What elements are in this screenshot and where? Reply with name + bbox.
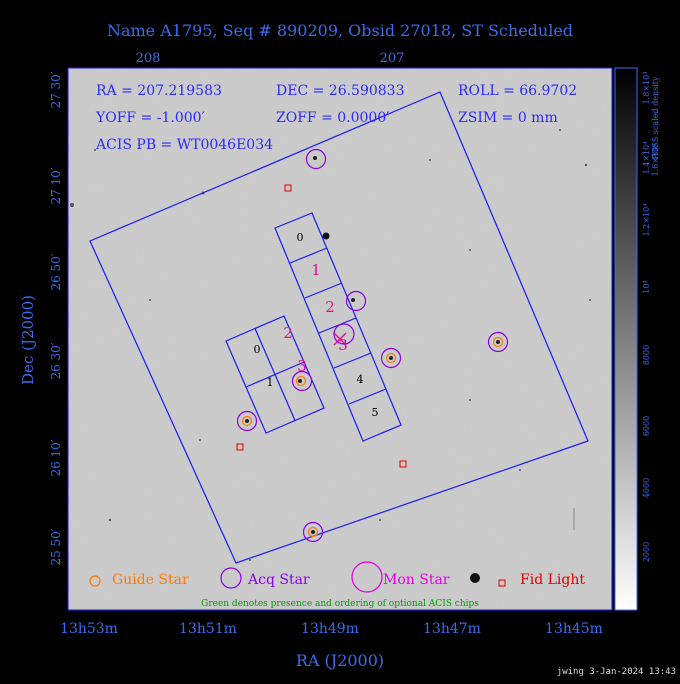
acq-star-marker: [380, 347, 402, 369]
footer-stamp: jwing 3-Jan-2024 13:43: [557, 667, 676, 677]
info-block: RA = 207.219583 DEC = 26.590833 ROLL = 6…: [95, 83, 577, 153]
ra-tick-label: 13h49m: [301, 621, 359, 637]
chip-s-label: 2: [325, 298, 335, 316]
dec-value: DEC = 26.590833: [276, 83, 405, 99]
legend-guide-label: Guide Star: [112, 572, 189, 588]
plot-frame: [67, 67, 613, 611]
zoff-value: ZOFF = 0.0000′: [276, 110, 389, 126]
fov-box: [89, 91, 589, 564]
colorbar-tick: 8000: [642, 345, 651, 365]
colorbar: POSS scaled density 2000 4000 6000 8000 …: [614, 67, 660, 611]
aimpoint-marker: [333, 332, 347, 346]
dec-tick-label: 26 10′: [49, 439, 63, 476]
ra-tick-label: 13h53m: [60, 621, 118, 637]
yoff-value: YOFF = -1.000′: [95, 110, 205, 126]
roll-value: ROLL = 66.9702: [458, 83, 577, 99]
top-tick-label: 208: [136, 51, 161, 66]
colorbar-gradient: [614, 67, 638, 611]
acq-star-marker: [302, 521, 324, 543]
acq-star-marker: [236, 410, 258, 432]
dec-tick-label: 26 30′: [49, 342, 63, 379]
acis-pb-value: ACIS PB = WT0046E034: [95, 137, 273, 153]
zsim-value: ZSIM = 0 mm: [458, 110, 558, 126]
acq-star-marker: [333, 323, 355, 345]
chip-i-label: 2: [283, 324, 293, 342]
legend-mon-label: Mon Star: [383, 572, 450, 588]
y-axis-label: Dec (J2000): [19, 295, 37, 385]
chip-i-label: 1: [267, 376, 274, 389]
guide-star-icon: [89, 575, 101, 587]
green-note: Green denotes presence and ordering of o…: [201, 599, 479, 609]
top-tick-label: 207: [380, 51, 405, 66]
guide-star-marker: [385, 352, 397, 364]
colorbar-tick: 10⁴: [642, 280, 651, 293]
ra-tick-label: 13h51m: [179, 621, 237, 637]
colorbar-tick: 2000: [642, 542, 651, 562]
dec-tick-label: 25 50′: [49, 528, 63, 565]
ra-value: RA = 207.219583: [96, 83, 222, 99]
acq-star-icon: [220, 567, 242, 589]
guide-star-marker: [295, 375, 307, 387]
ra-tick-label: 13h45m: [545, 621, 603, 637]
colorbar-tick: 1.4×10⁴: [642, 142, 651, 175]
colorbar-tick: 6000: [642, 416, 651, 436]
chip-i-label: 0: [254, 343, 261, 356]
plot-title: Name A1795, Seq # 890209, Obsid 27018, S…: [107, 21, 573, 40]
colorbar-tick: 4000: [642, 478, 651, 498]
ra-tick-label: 13h47m: [423, 621, 481, 637]
guide-star-marker: [307, 526, 319, 538]
acq-star-marker: [345, 290, 367, 312]
chip-i-label: 3: [297, 357, 307, 375]
legend-acq-label: Acq Star: [247, 572, 310, 588]
fid-light-marker: [399, 460, 407, 468]
colorbar-tick: 1.6×10⁴: [651, 144, 660, 177]
dec-tick-label: 27 30′: [49, 71, 63, 108]
acq-star-marker: [291, 370, 313, 392]
chip-s-label: 1: [311, 261, 321, 279]
fid-light-icon: [498, 579, 506, 587]
acq-star-marker: [487, 331, 509, 353]
colorbar-label: POSS scaled density: [651, 76, 660, 160]
legend: Guide Star Acq Star Mon Star Fid Light G…: [89, 561, 585, 609]
mon-star-icon: [351, 561, 383, 593]
acq-star-marker: [305, 148, 327, 170]
chip-s-label: 4: [357, 373, 364, 386]
fid-light-marker: [236, 443, 244, 451]
chip-s-label: 5: [372, 406, 379, 419]
fid-light-marker: [284, 184, 292, 192]
legend-fid-label: Fid Light: [520, 572, 585, 588]
chip-s-label: 0: [297, 231, 304, 244]
acis-chips: [225, 212, 402, 442]
colorbar-tick: 1.8×10⁴: [642, 72, 651, 105]
dec-tick-label: 27 10′: [49, 167, 63, 204]
colorbar-tick: 1.2×10⁴: [642, 204, 651, 237]
x-axis-label: RA (J2000): [296, 651, 384, 670]
chip-s-label: 3: [338, 336, 348, 354]
dec-tick-label: 26 50′: [49, 253, 63, 290]
guide-star-marker: [241, 415, 253, 427]
guide-star-marker: [492, 336, 504, 348]
